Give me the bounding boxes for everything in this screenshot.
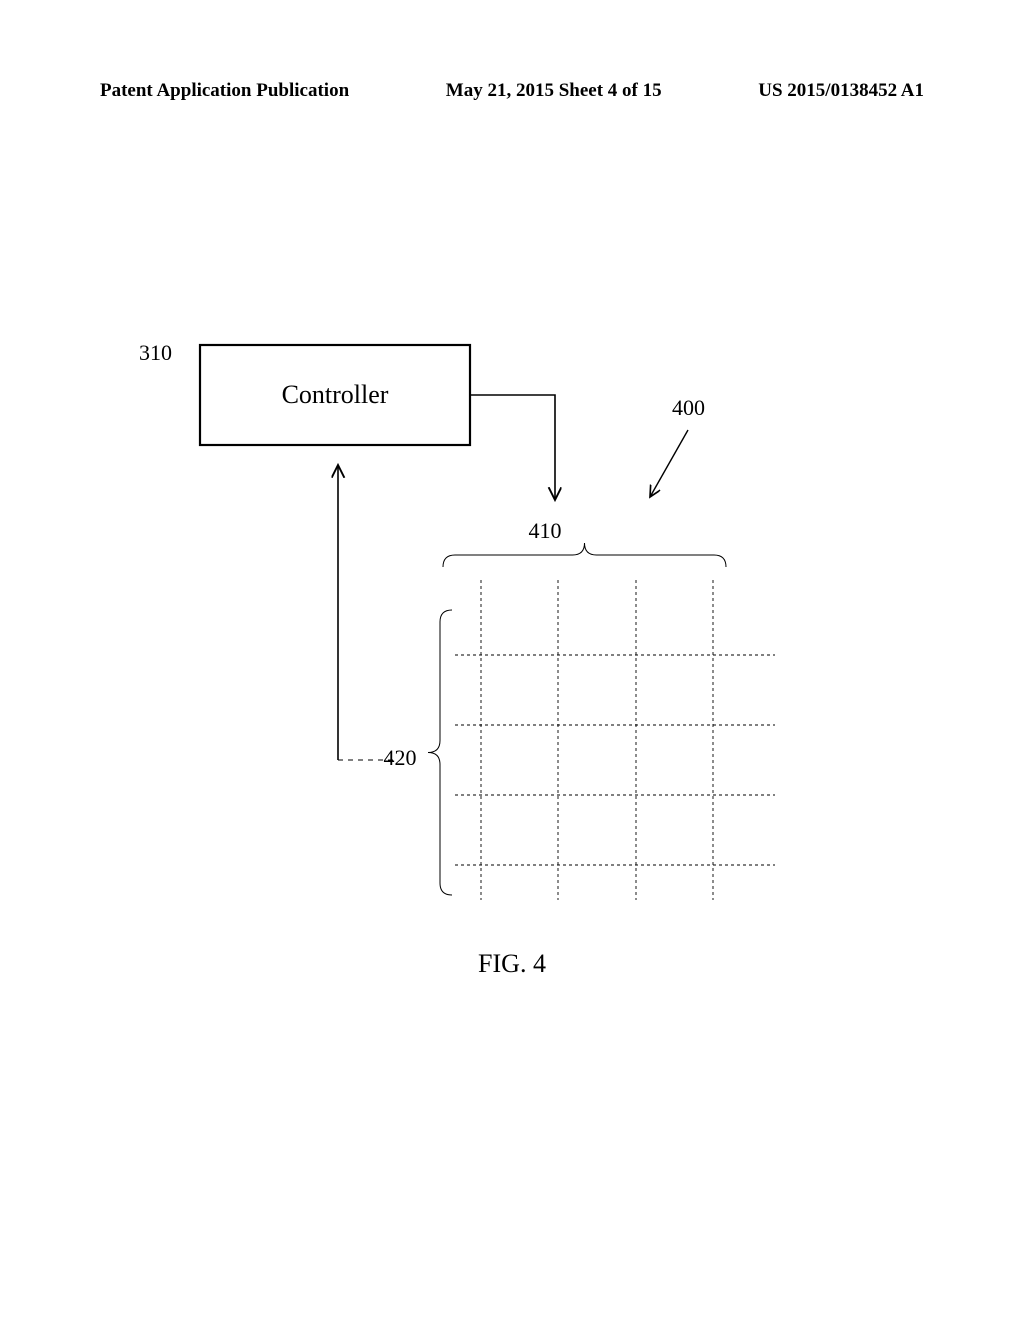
controller-label: Controller [282, 380, 389, 409]
bracket-420 [428, 610, 452, 895]
ref-310-label: 310 [139, 340, 172, 365]
ref-420-label: 420 [384, 745, 417, 770]
bracket-410 [443, 543, 726, 567]
ref-400-label: 400 [672, 395, 705, 420]
grid-horizontal-lines [455, 655, 775, 865]
page: Patent Application Publication May 21, 2… [0, 0, 1024, 1320]
figure-label: FIG. 4 [478, 949, 546, 978]
controller-to-410-arrow [470, 395, 555, 500]
ref-400-arrow [650, 430, 688, 497]
diagram-svg: Controller 310 400 410 420 FIG. 4 [0, 0, 1024, 1320]
ref-410-label: 410 [529, 518, 562, 543]
grid-vertical-lines [481, 580, 713, 900]
